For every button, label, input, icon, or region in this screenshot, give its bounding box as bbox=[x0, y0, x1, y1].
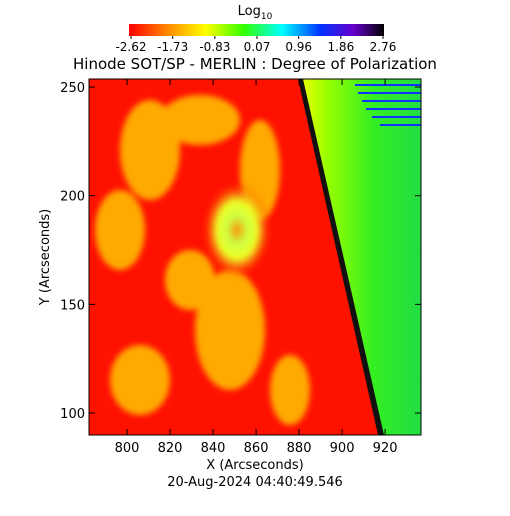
x-tick-label: 840 bbox=[201, 441, 226, 456]
y-tick-label: 250 bbox=[60, 81, 85, 96]
colorbar-tick-label: 1.86 bbox=[327, 40, 354, 54]
y-tick-label: 100 bbox=[60, 407, 85, 422]
colorbar bbox=[129, 24, 384, 36]
x-tick-label: 800 bbox=[115, 441, 140, 456]
solar-image bbox=[89, 79, 421, 435]
x-tick-label: 920 bbox=[373, 441, 398, 456]
x-tick-label: 860 bbox=[244, 441, 269, 456]
y-axis-label: Y (Arcseconds) bbox=[38, 209, 53, 306]
colorbar-tick-label: -2.62 bbox=[115, 40, 146, 54]
y-tick-label: 150 bbox=[60, 298, 85, 313]
x-tick-label: 900 bbox=[330, 441, 355, 456]
colorbar-tick-label: 0.07 bbox=[244, 40, 271, 54]
colorbar-tick-label: 2.76 bbox=[370, 40, 397, 54]
colorbar-tick-label: -1.73 bbox=[157, 40, 188, 54]
chart-title: Hinode SOT/SP - MERLIN : Degree of Polar… bbox=[73, 55, 437, 73]
x-tick-label: 820 bbox=[158, 441, 183, 456]
plot-frame bbox=[88, 78, 422, 436]
footer-date: 20-Aug-2024 04:40:49.546 bbox=[167, 475, 343, 490]
x-tick-label: 880 bbox=[287, 441, 312, 456]
colorbar-tick-label: 0.96 bbox=[285, 40, 312, 54]
noise-stripes bbox=[355, 84, 421, 126]
y-tick-label: 200 bbox=[60, 190, 85, 205]
x-axis-label: X (Arcseconds) bbox=[206, 458, 303, 473]
colorbar-label: Log10 bbox=[238, 4, 273, 22]
colorbar-tick-label: -0.83 bbox=[199, 40, 230, 54]
